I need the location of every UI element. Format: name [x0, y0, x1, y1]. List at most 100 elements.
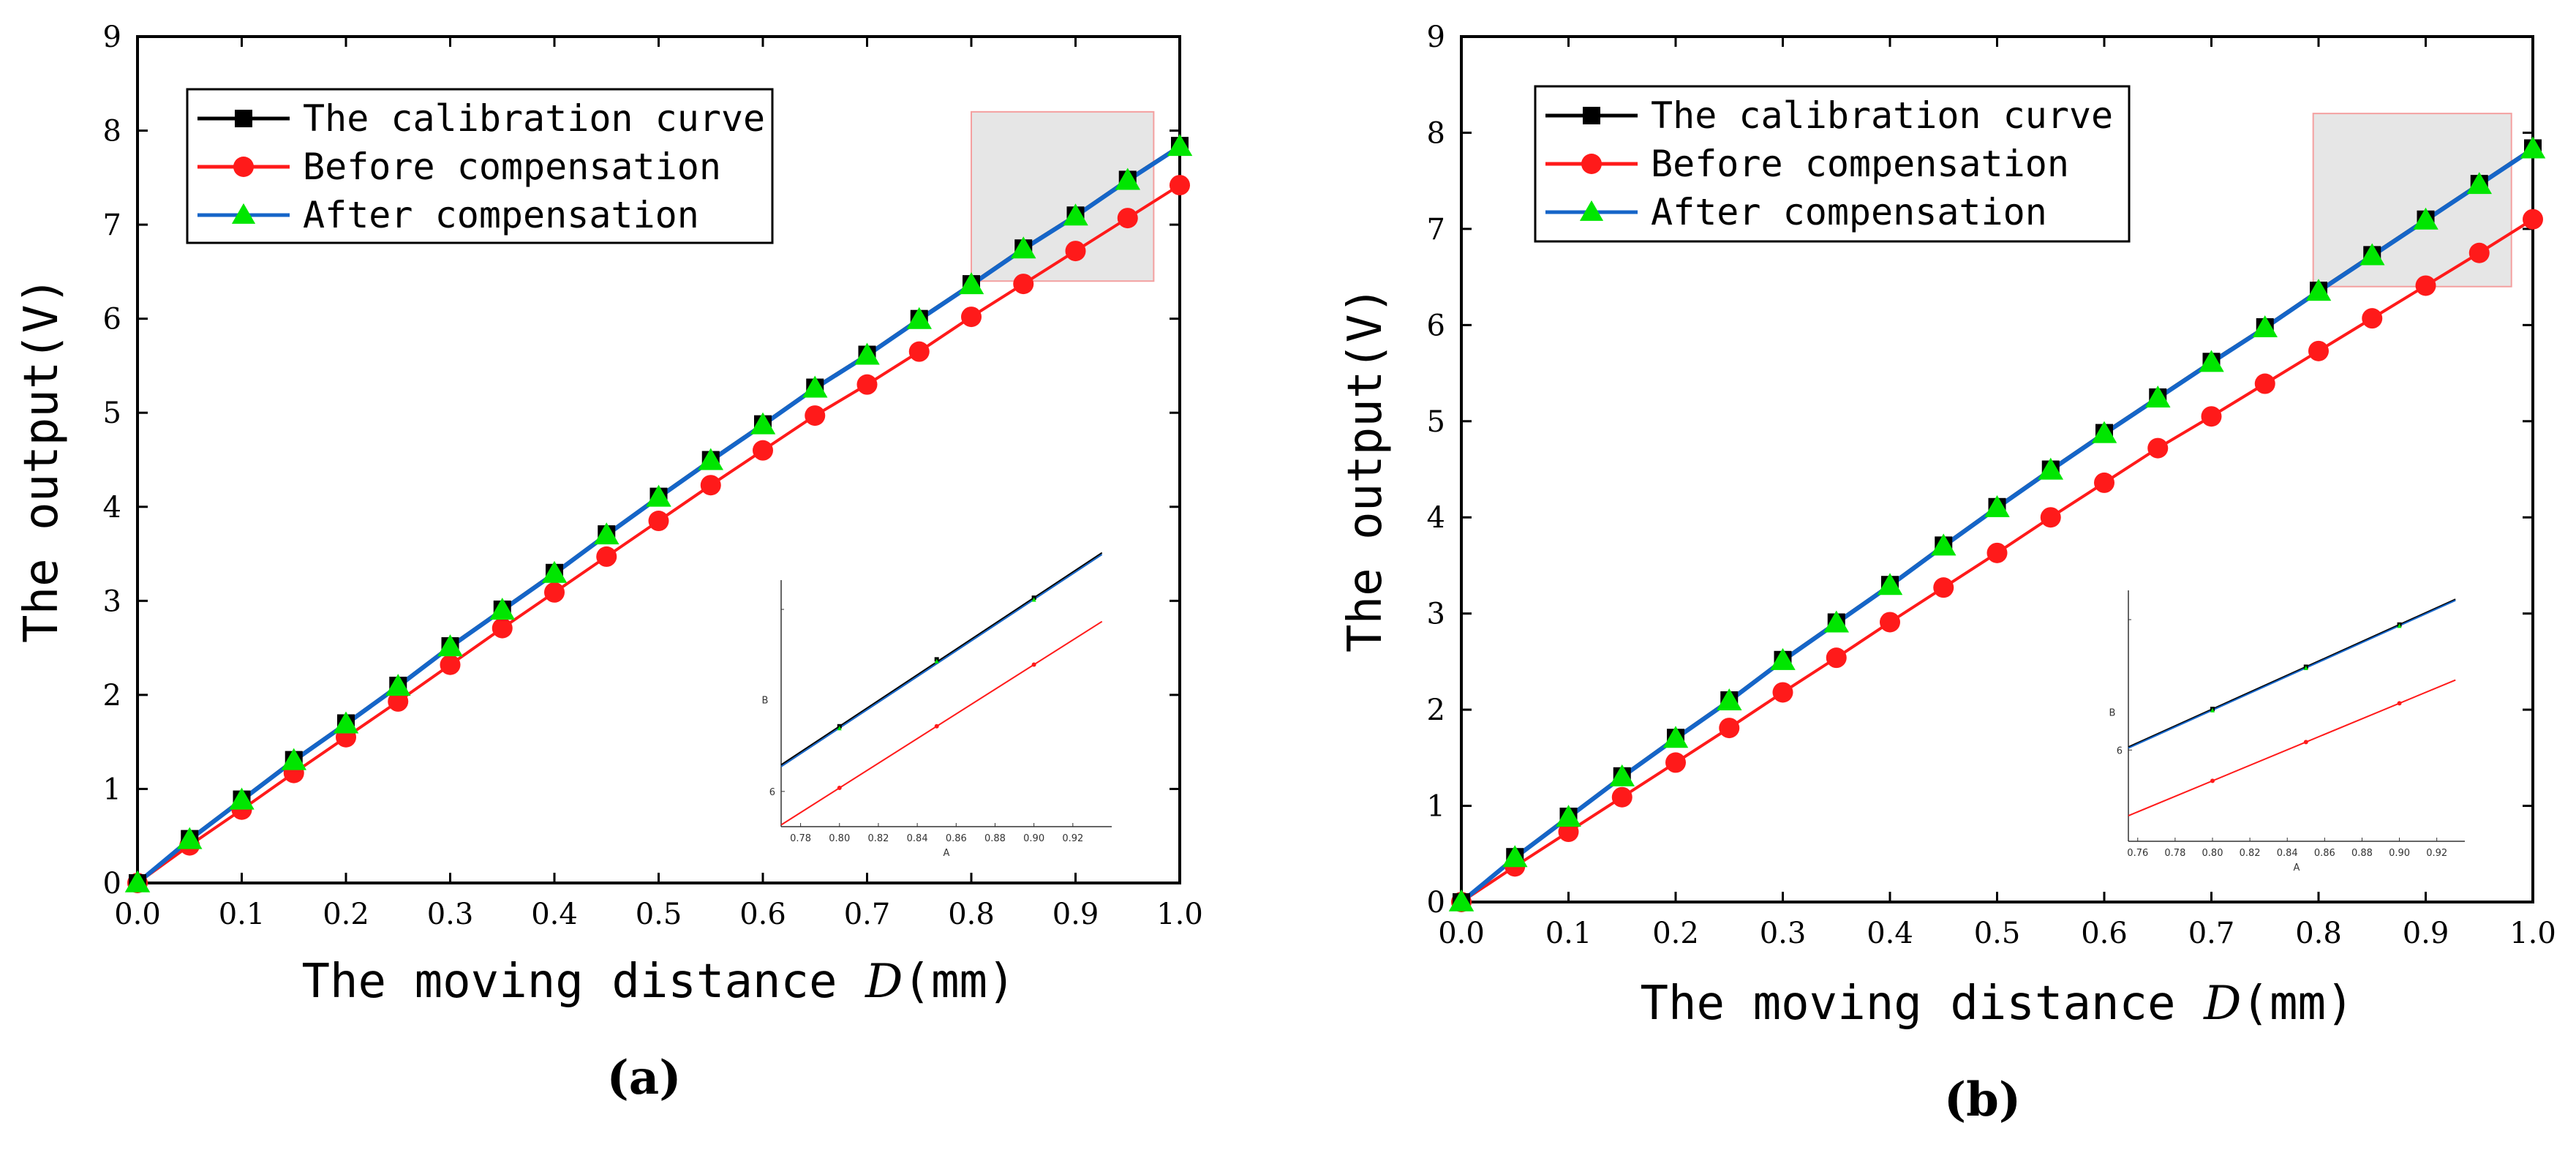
inset-x-tick-label: 0.92: [2426, 848, 2447, 859]
inset-y-label: B: [762, 696, 769, 707]
before-compensation-point: [1772, 682, 1793, 703]
inset-x-tick-label: 0.76: [2127, 848, 2148, 859]
after-compensation-point: [177, 827, 203, 849]
after-compensation-point: [437, 634, 463, 657]
before-compensation-point: [805, 405, 826, 426]
y-tick-label: 8: [1427, 116, 1445, 150]
inset-x-label: A: [944, 848, 950, 859]
after-compensation-point: [541, 560, 568, 583]
after-compensation-point: [1502, 845, 1528, 868]
y-tick-label: 3: [1427, 598, 1445, 631]
before-compensation-point: [2201, 406, 2222, 427]
after-compensation-point: [1011, 236, 1036, 259]
y-tick-label: 5: [103, 397, 121, 430]
before-compensation-point: [2308, 340, 2329, 361]
before-compensation-point: [648, 511, 669, 532]
x-tick-label: 0.9: [1052, 898, 1099, 931]
after-compensation-point: [1823, 610, 1849, 633]
inset-x-label: A: [2294, 862, 2300, 873]
x-axis-label: The moving distance D(mm): [301, 955, 1015, 1009]
before-compensation-point: [2523, 208, 2543, 230]
x-tick-label: 0.4: [1867, 917, 1913, 950]
after-compensation-point: [229, 787, 255, 810]
x-tick-label: 0.2: [1652, 917, 1699, 950]
inset-x-tick-label: 0.88: [984, 833, 1006, 844]
before-compensation-point: [596, 546, 617, 567]
x-tick-label: 0.1: [219, 898, 265, 931]
x-tick-label: 0.8: [948, 898, 995, 931]
after-compensation-point: [1609, 764, 1635, 786]
x-axis-label-prefix: The moving distance: [301, 955, 865, 1009]
x-tick-label: 0.3: [427, 898, 474, 931]
before-compensation-point: [2254, 373, 2275, 394]
legend-before-label: Before compensation: [303, 146, 721, 188]
y-tick-label: 4: [103, 491, 121, 525]
inset-after-point: [2397, 623, 2402, 628]
x-tick-label: 0.8: [2295, 917, 2342, 950]
x-axis-label-variable: D: [865, 955, 903, 1009]
zoom-highlight-box: [971, 110, 1155, 282]
inset-x-tick-label: 0.86: [946, 833, 967, 844]
before-compensation-point: [961, 307, 982, 328]
panel-caption: (a): [606, 1051, 681, 1105]
after-compensation-point: [1931, 533, 1957, 556]
after-compensation-point: [1115, 168, 1140, 190]
y-axis-label: The output(V): [1338, 286, 1393, 653]
before-compensation-point: [1170, 175, 1190, 196]
before-compensation-point: [1117, 208, 1138, 229]
inset-calibration-line: [2128, 598, 2456, 748]
x-axis-label: The moving distance D(mm): [1640, 977, 2354, 1031]
before-compensation-point: [2147, 437, 2169, 459]
before-compensation-point: [544, 582, 565, 603]
x-tick-label: 0.5: [1974, 917, 2021, 950]
y-tick-label: 5: [1427, 405, 1445, 439]
inset-x-tick-label: 0.90: [2389, 848, 2410, 859]
before-compensation-point: [1933, 577, 1954, 598]
after-compensation-point: [958, 272, 984, 295]
before-compensation-point: [753, 440, 773, 461]
before-compensation-point: [1013, 274, 1034, 295]
y-tick-label: 2: [103, 679, 121, 713]
inset-zoom: 0.76 0.78 0.80 0.82 0.84 0.86 0.88 0.90 0.92 6 A B: [2109, 590, 2465, 873]
chart-panel-b: 0.0 0.1 0.2 0.3 0.4 0.5 0.6 0.7 0.8 0.9 1.0 0 1 2 3 4 5 6…: [1338, 20, 2556, 1127]
after-compensation-point: [1877, 573, 1903, 595]
inset-after-point: [934, 658, 939, 664]
after-compensation-point: [1770, 647, 1796, 670]
after-compensation-point: [750, 412, 776, 435]
before-compensation-point: [1665, 752, 1686, 773]
x-tick-label: 0.1: [1545, 917, 1592, 950]
inset-calibration-line: [780, 552, 1103, 766]
x-tick-label: 0.3: [1760, 917, 1807, 950]
x-tick-label: 0.7: [2188, 917, 2235, 950]
y-tick-label: 1: [103, 773, 121, 806]
after-compensation-point: [489, 597, 515, 620]
before-compensation-point: [1065, 241, 1086, 262]
y-tick-label: 0: [1427, 886, 1445, 920]
after-compensation-point: [854, 342, 880, 365]
before-compensation-point: [1880, 612, 1900, 633]
after-compensation-point: [2252, 315, 2278, 338]
before-compensation-point: [908, 341, 930, 362]
inset-after-line: [2128, 599, 2456, 749]
inset-x-tick-label: 0.90: [1023, 833, 1044, 844]
before-compensation-point: [700, 475, 721, 496]
inset-y-label: B: [2109, 708, 2116, 719]
x-axis-label-variable: D: [2203, 977, 2241, 1031]
before-compensation-point: [1719, 718, 1740, 739]
inset-x-tick-label: 0.92: [1062, 833, 1083, 844]
inset-before-point: [837, 786, 842, 791]
inset-after-point: [1031, 597, 1036, 602]
after-compensation-point: [2413, 207, 2438, 230]
after-compensation-point: [2091, 421, 2117, 443]
x-tick-label: 1.0: [2509, 917, 2556, 950]
inset-before-point: [934, 724, 939, 729]
x-tick-label: 0.0: [1438, 917, 1485, 950]
inset-x-tick-label: 0.82: [867, 833, 889, 844]
inset-zoom: 0.78 0.80 0.82 0.84 0.86 0.88 0.90 0.92 6 A B: [762, 552, 1112, 859]
y-tick-label: 8: [103, 115, 121, 149]
x-axis-label-unit: (mm): [903, 955, 1015, 1009]
after-compensation-point: [594, 522, 619, 545]
before-compensation-point: [1986, 542, 2008, 563]
y-tick-label: 6: [1427, 309, 1445, 342]
x-tick-label: 1.0: [1156, 898, 1203, 931]
